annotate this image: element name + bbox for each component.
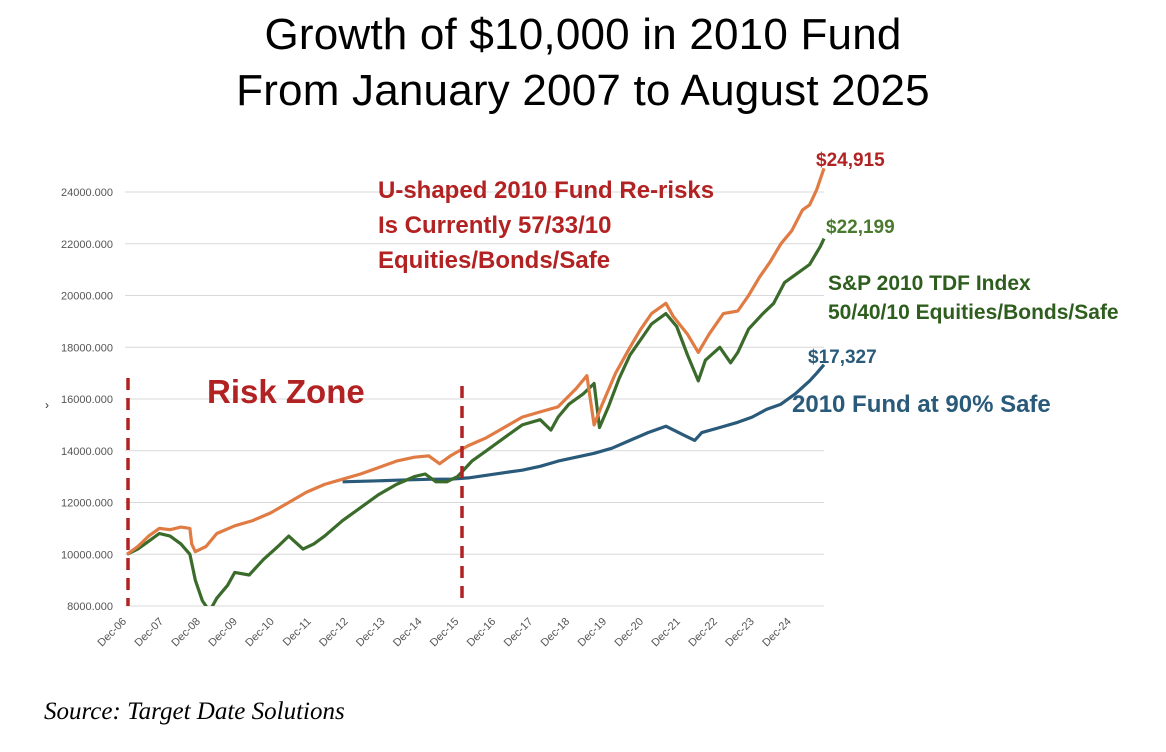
annotation-ushaped-line2: Is Currently 57/33/10 <box>378 212 611 239</box>
x-tick-label: Dec-18 <box>539 616 573 650</box>
x-tick-label: Dec-12 <box>317 616 351 650</box>
x-tick-label: Dec-10 <box>243 616 277 650</box>
annotation-sp-line1: S&P 2010 TDF Index <box>828 272 1031 295</box>
chart-title-line2: From January 2007 to August 2025 <box>236 66 930 115</box>
x-tick-label: Dec-14 <box>391 616 425 650</box>
annotation-risk-zone: Risk Zone <box>207 373 365 410</box>
y-tick-label: 24000.000 <box>61 187 113 199</box>
annotation-ushaped-line1: U-shaped 2010 Fund Re-risks <box>378 177 714 204</box>
risk-zone-lines <box>126 378 464 606</box>
y-tick-label: 22000.000 <box>61 239 113 251</box>
series-line-ushaped-fund <box>126 167 826 556</box>
x-tick-label: Dec-20 <box>613 616 647 650</box>
y-tick-label: 18000.000 <box>61 342 113 354</box>
axis-marker: › <box>45 398 49 412</box>
x-tick-label: Dec-07 <box>132 616 166 650</box>
x-tick-label: Dec-15 <box>428 616 462 650</box>
x-tick-label: Dec-17 <box>502 616 536 650</box>
y-axis-ticks: 8000.000 10000.000 12000.000 14000.000 16000… <box>61 187 113 613</box>
chart-title-line1: Growth of $10,000 in 2010 Fund <box>264 10 902 59</box>
x-tick-label: Dec-11 <box>281 616 314 649</box>
annotation-ushaped-line3: Equities/Bonds/Safe <box>378 247 610 274</box>
x-tick-label: Dec-21 <box>649 616 683 650</box>
y-tick-label: 10000.000 <box>61 549 113 561</box>
x-tick-label: Dec-22 <box>686 616 720 650</box>
end-value-green: $22,199 <box>826 217 895 238</box>
x-tick-label: Dec-16 <box>465 616 499 650</box>
x-tick-label: Dec-19 <box>576 616 610 650</box>
annotation-fund90: 2010 Fund at 90% Safe <box>792 391 1051 418</box>
source-note: Source: Target Date Solutions <box>44 698 345 725</box>
x-tick-label: Dec-24 <box>760 616 794 650</box>
x-tick-label: Dec-23 <box>723 616 757 650</box>
y-tick-label: 12000.000 <box>61 498 113 510</box>
y-tick-label: 20000.000 <box>61 291 113 303</box>
x-tick-label: Dec-08 <box>169 616 203 650</box>
x-tick-label: Dec-13 <box>354 616 388 650</box>
y-tick-label: 16000.000 <box>61 394 113 406</box>
y-tick-label: 8000.000 <box>67 601 113 613</box>
x-tick-label: Dec-06 <box>96 616 130 650</box>
series-line-sp-index <box>126 237 826 606</box>
series-lines <box>126 167 826 606</box>
x-tick-label: Dec-09 <box>206 616 240 650</box>
annotation-sp-line2: 50/40/10 Equities/Bonds/Safe <box>828 301 1119 324</box>
x-axis-ticks: Dec-06 Dec-07 Dec-08 Dec-09 Dec-10 Dec-11 Dec-… <box>96 616 794 650</box>
end-value-orange: $24,915 <box>816 150 885 171</box>
y-tick-label: 14000.000 <box>61 446 113 458</box>
gridlines <box>125 191 824 607</box>
end-value-blue: $17,327 <box>808 347 877 368</box>
